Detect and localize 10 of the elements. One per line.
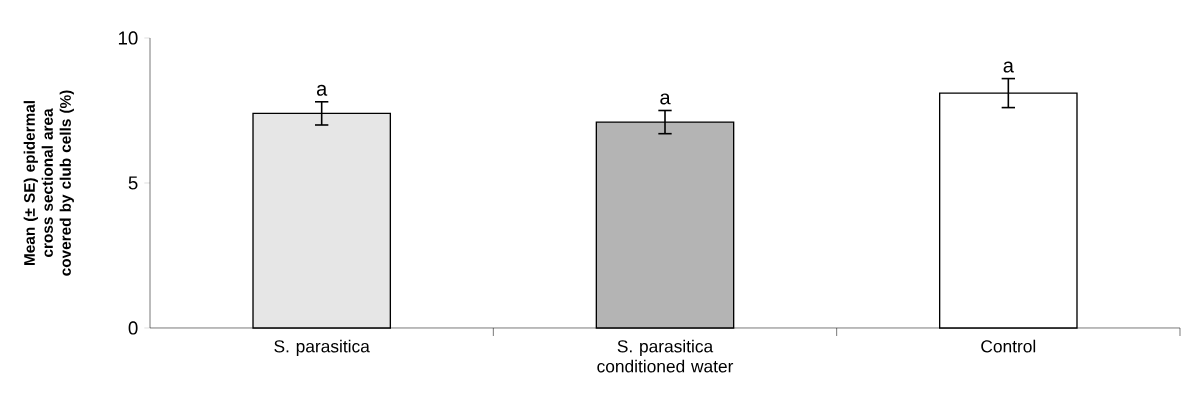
x-tick-label: Control (981, 339, 1036, 353)
y-tick-label: 10 (118, 31, 138, 45)
annotation: a (660, 93, 671, 105)
y-tick-label: 0 (128, 321, 138, 335)
y-axis-title: Mean (± SE) epidermal cross sectional area covered by club cells (%) (23, 90, 74, 276)
x-tick-label: S. parasitica conditioned water (597, 339, 734, 373)
y-tick-label: 5 (128, 176, 138, 190)
x-tick-label: S. parasitica (274, 339, 370, 356)
annotation: a (1003, 61, 1014, 73)
annotation: a (316, 84, 328, 96)
